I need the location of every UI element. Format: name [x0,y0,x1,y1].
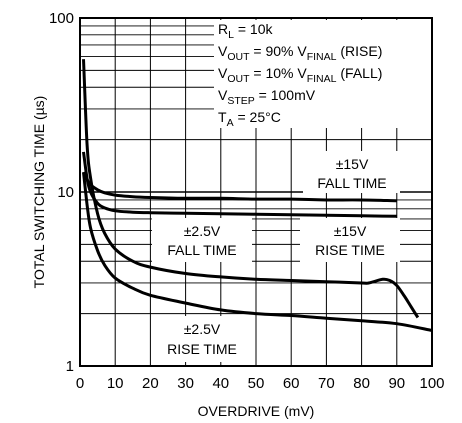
condition-vout-rise: VOUT = 90% VFINAL (RISE) [218,43,382,63]
x-tick-label: 30 [177,375,194,392]
x-tick-label: 60 [283,375,300,392]
series-line-4 [82,172,433,332]
curve-annotations: ±15V FALL TIME ±2.5V FALL TIME ±15V RISE… [167,156,387,357]
x-tick-label: 90 [388,375,405,392]
curves [82,59,433,332]
x-tick-label: 40 [212,375,229,392]
x-tick-label: 0 [76,375,84,392]
annotation-2v5-fall-voltage: ±2.5V [184,223,221,239]
label-background-2v5-fall [152,218,252,262]
annotation-15v-rise-label: RISE TIME [315,242,385,258]
annotation-2v5-rise-label: RISE TIME [167,341,237,357]
label-background-2v5-rise [152,316,252,362]
annotation-2v5-fall-label: FALL TIME [167,242,236,258]
plot-frame [79,17,433,367]
label-background-15v-rise [300,218,400,262]
condition-vstep: VSTEP = 100mV [218,87,316,107]
y-axis-title: TOTAL SWITCHING TIME (µs) [31,96,47,289]
condition-vout-fall: VOUT = 10% VFINAL (FALL) [218,65,382,85]
condition-rl: RL = 10k [218,21,273,41]
x-tick-label: 80 [353,375,370,392]
y-tick-label: 1 [66,358,74,375]
label-backgrounds [152,20,432,362]
x-tick-label: 20 [142,375,159,392]
x-axis-title: OVERDRIVE (mV) [198,403,315,419]
condition-list: RL = 10k VOUT = 90% VFINAL (RISE) VOUT =… [218,21,382,129]
condition-background [214,20,432,128]
condition-ta: TA = 25°C [218,109,281,129]
x-tick-label: 100 [419,375,444,392]
annotation-2v5-rise-voltage: ±2.5V [184,321,221,337]
x-tick-label: 10 [107,375,124,392]
annotation-15v-rise-voltage: ±15V [334,223,367,239]
x-tick-label: 50 [248,375,265,392]
y-tick-label: 10 [57,184,74,201]
series-line-3 [82,59,420,319]
annotation-15v-fall-label: FALL TIME [317,175,386,191]
label-background-15v-fall [303,151,400,193]
annotation-15v-fall-voltage: ±15V [336,156,369,172]
x-tick-label: 70 [318,375,335,392]
y-tick-label: 100 [49,10,74,27]
